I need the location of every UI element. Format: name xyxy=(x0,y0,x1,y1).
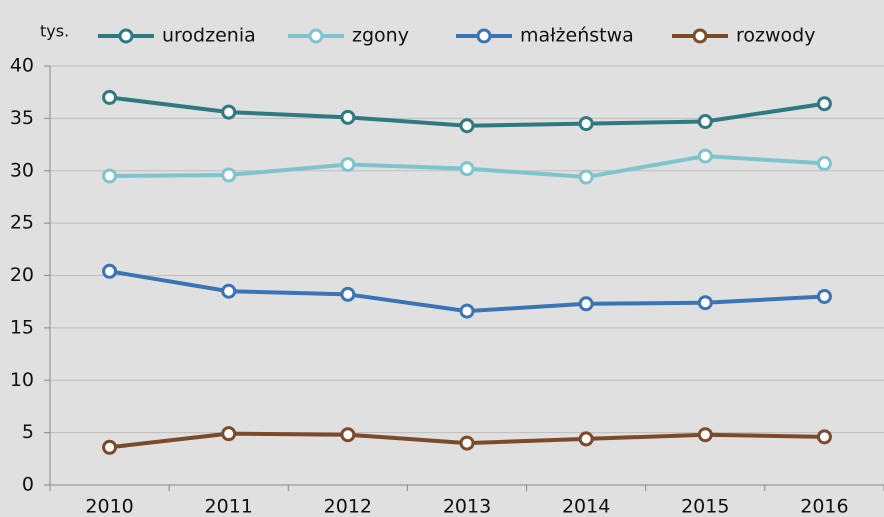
data-point xyxy=(221,283,237,299)
data-point xyxy=(340,109,356,125)
y-tick-label: 0 xyxy=(22,474,34,496)
legend-label: urodzenia xyxy=(162,25,256,47)
data-point xyxy=(816,96,832,112)
y-tick-label: 25 xyxy=(10,212,34,234)
data-point xyxy=(340,286,356,302)
data-point xyxy=(459,118,475,134)
legend-marker xyxy=(118,28,134,44)
data-point xyxy=(697,295,713,311)
y-tick-label: 35 xyxy=(10,107,34,129)
data-point xyxy=(221,426,237,442)
x-tick-label: 2010 xyxy=(85,496,133,517)
data-point xyxy=(697,114,713,130)
data-point xyxy=(459,435,475,451)
data-point xyxy=(697,148,713,164)
data-point xyxy=(102,89,118,105)
data-point xyxy=(578,296,594,312)
x-tick-label: 2015 xyxy=(681,496,729,517)
data-point xyxy=(578,116,594,132)
y-tick-label: 20 xyxy=(10,264,34,286)
data-point xyxy=(578,169,594,185)
x-tick-label: 2011 xyxy=(205,496,253,517)
y-tick-label: 40 xyxy=(10,55,34,77)
y-tick-label: 5 xyxy=(22,421,34,443)
x-tick-label: 2014 xyxy=(562,496,610,517)
data-point xyxy=(578,431,594,447)
data-point xyxy=(340,427,356,443)
legend-label: małżeństwa xyxy=(520,25,634,47)
data-point xyxy=(102,439,118,455)
x-tick-label: 2016 xyxy=(800,496,848,517)
data-point xyxy=(459,303,475,319)
data-point xyxy=(340,156,356,172)
data-point xyxy=(816,288,832,304)
y-tick-label: 15 xyxy=(10,316,34,338)
y-axis-unit: tys. xyxy=(40,22,69,41)
data-point xyxy=(816,429,832,445)
data-point xyxy=(102,263,118,279)
legend-label: zgony xyxy=(352,25,409,47)
data-point xyxy=(102,168,118,184)
y-tick-label: 10 xyxy=(10,369,34,391)
data-point xyxy=(459,161,475,177)
data-point xyxy=(221,104,237,120)
legend-marker xyxy=(308,28,324,44)
x-tick-label: 2013 xyxy=(443,496,491,517)
data-point xyxy=(697,427,713,443)
data-point xyxy=(816,155,832,171)
data-point xyxy=(221,167,237,183)
legend-marker xyxy=(476,28,492,44)
legend-label: rozwody xyxy=(736,25,815,47)
y-tick-label: 30 xyxy=(10,159,34,181)
x-tick-label: 2012 xyxy=(324,496,372,517)
legend-marker xyxy=(692,28,708,44)
